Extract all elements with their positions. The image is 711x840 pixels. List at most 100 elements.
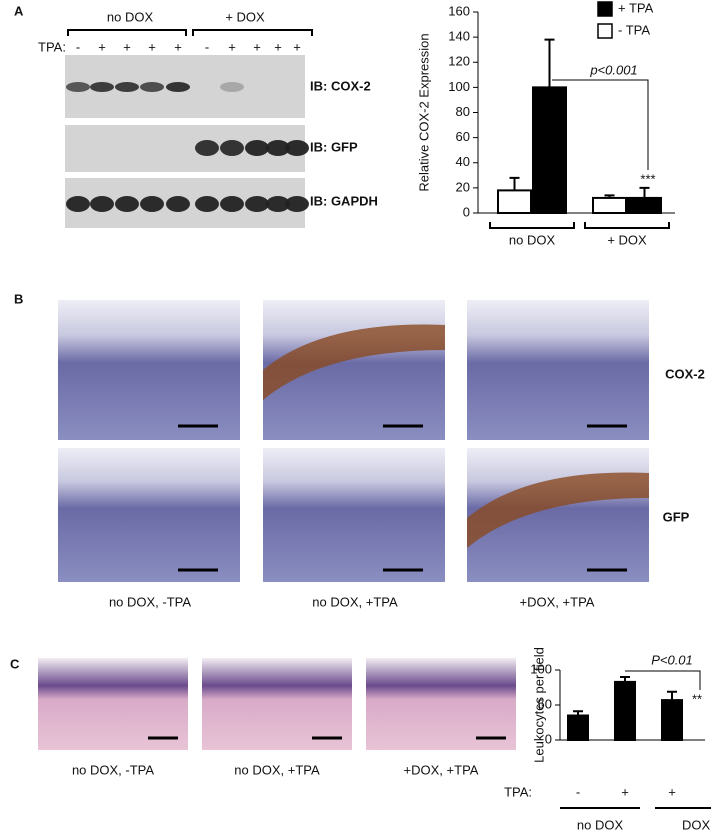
- band: [220, 196, 244, 212]
- panel-label: C: [10, 656, 20, 671]
- annotation: ***: [640, 171, 655, 186]
- tpa-sign: +: [98, 39, 106, 54]
- caption: no DOX, -TPA: [72, 762, 154, 777]
- annotation: p<0.001: [589, 62, 637, 77]
- bracket: [489, 222, 575, 229]
- caption: +DOX, +TPA: [404, 762, 479, 777]
- micrograph: [58, 448, 240, 582]
- y-tick-label: 100: [530, 661, 552, 676]
- tpa-label: TPA:: [38, 39, 66, 54]
- blot-group: no DOX: [107, 9, 154, 24]
- significance-bracket: [552, 79, 649, 170]
- y-tick-label: 20: [456, 179, 470, 194]
- x-axis-label: TPA:: [504, 784, 532, 799]
- tpa-sign: +: [174, 39, 182, 54]
- micrograph: [366, 658, 516, 750]
- band: [285, 140, 309, 156]
- legend-swatch: [597, 1, 613, 17]
- error-bar: [573, 710, 583, 716]
- row-label: GFP: [663, 509, 690, 524]
- band: [90, 82, 114, 92]
- x-tick-label: + DOX: [607, 232, 647, 247]
- caption: no DOX, +TPA: [312, 594, 398, 609]
- group-label: DOX: [682, 817, 711, 832]
- band: [220, 82, 244, 92]
- y-tick-label: 0: [463, 204, 470, 219]
- band: [140, 82, 164, 92]
- y-tick-label: 50: [538, 696, 552, 711]
- legend-label: - TPA: [618, 22, 650, 37]
- stain: [263, 324, 445, 400]
- panel-label: B: [14, 291, 23, 306]
- bar: [592, 196, 627, 215]
- stain: [467, 472, 649, 548]
- band: [66, 82, 90, 92]
- band: [220, 140, 244, 156]
- x-tick-label: +: [621, 784, 629, 799]
- y-tick-label: 0: [545, 731, 552, 746]
- row-label: COX-2: [665, 366, 705, 381]
- band: [140, 196, 164, 212]
- bar: [567, 714, 589, 741]
- x-tick-label: -: [576, 784, 580, 799]
- band: [266, 140, 290, 156]
- y-axis-label: Relative COX-2 Expression: [416, 33, 431, 191]
- error-bar: [604, 194, 615, 198]
- tpa-sign: +: [148, 39, 156, 54]
- y-tick-label: 60: [456, 129, 470, 144]
- blot-label: IB: GAPDH: [310, 193, 378, 208]
- error-bar: [544, 38, 555, 88]
- x-tick-label: +: [668, 784, 676, 799]
- bar: [661, 699, 683, 741]
- group-label: no DOX: [577, 817, 624, 832]
- blot-label: IB: GFP: [310, 139, 358, 154]
- bar: [532, 86, 567, 214]
- band: [245, 196, 269, 212]
- tpa-sign: +: [228, 39, 236, 54]
- caption: +DOX, +TPA: [520, 594, 595, 609]
- tpa-sign: +: [293, 39, 301, 54]
- blot-label: IB: COX-2: [310, 78, 371, 93]
- tpa-sign: +: [253, 39, 261, 54]
- tpa-sign: +: [123, 39, 131, 54]
- band: [66, 196, 90, 212]
- bracket: [67, 29, 313, 36]
- panel-label: A: [14, 3, 24, 18]
- band: [195, 140, 219, 156]
- x-tick-label: no DOX: [509, 232, 556, 247]
- caption: no DOX, -TPA: [109, 594, 191, 609]
- band: [266, 196, 290, 212]
- y-axis-label: Leukocytes per field: [531, 647, 546, 763]
- error-bar: [620, 676, 630, 682]
- band: [90, 196, 114, 212]
- annotation: **: [692, 691, 702, 706]
- bracket: [584, 222, 670, 229]
- tpa-sign: -: [76, 39, 80, 54]
- bar: [627, 196, 662, 215]
- y-tick-label: 140: [448, 29, 470, 44]
- error-bar: [509, 176, 520, 191]
- micrograph: [58, 300, 240, 440]
- bar: [614, 680, 636, 742]
- y-tick-label: 120: [448, 54, 470, 69]
- y-tick-label: 40: [456, 154, 470, 169]
- legend-swatch: [597, 23, 613, 39]
- band: [195, 196, 219, 212]
- tpa-sign: +: [274, 39, 282, 54]
- legend-label: + TPA: [618, 0, 654, 15]
- band: [285, 196, 309, 212]
- band: [245, 140, 269, 156]
- significance-bracket: [625, 670, 701, 690]
- error-bar: [667, 690, 677, 701]
- annotation: P<0.01: [651, 652, 693, 667]
- band: [166, 82, 190, 92]
- micrograph: [467, 300, 649, 440]
- band: [115, 82, 139, 92]
- y-tick-label: 80: [456, 104, 470, 119]
- caption: no DOX, +TPA: [234, 762, 320, 777]
- blot-group: + DOX: [225, 9, 265, 24]
- error-bar: [639, 186, 650, 198]
- y-tick-label: 100: [448, 79, 470, 94]
- y-tick-label: 160: [448, 3, 470, 18]
- band: [115, 196, 139, 212]
